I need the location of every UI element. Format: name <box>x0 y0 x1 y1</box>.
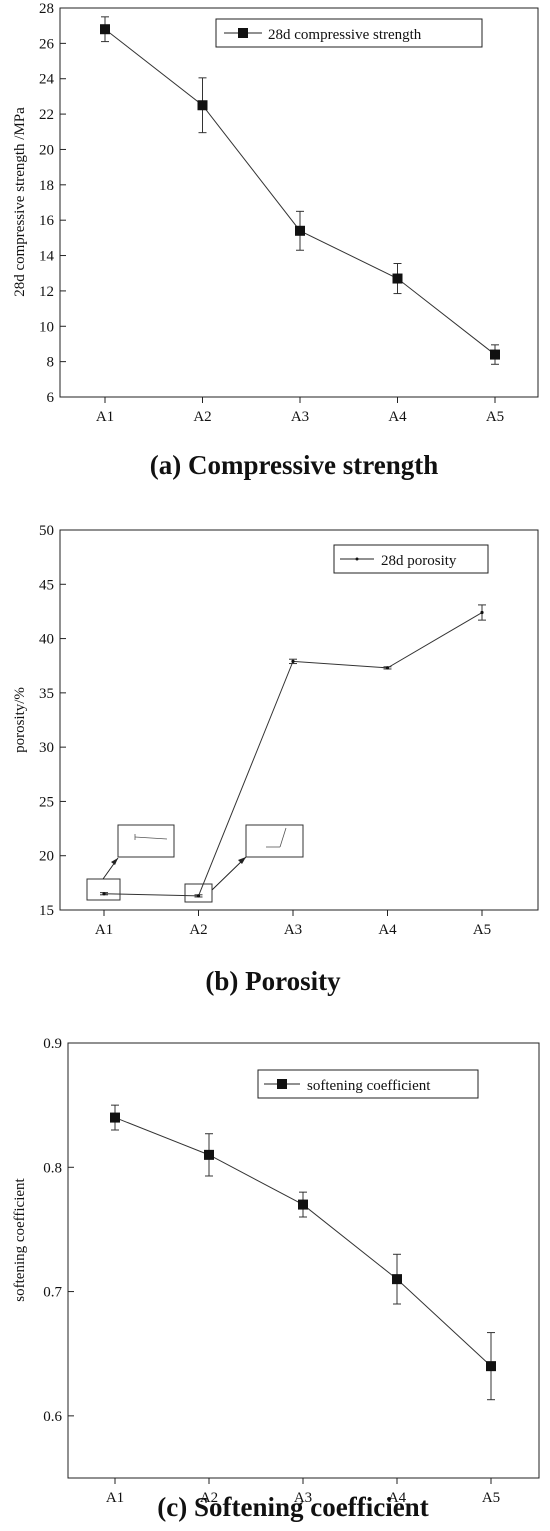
legend-label: softening coefficient <box>307 1078 431 1094</box>
zoom-inset-line <box>279 827 287 848</box>
data-point-marker <box>110 1112 120 1123</box>
zoom-arrow-head <box>238 857 246 864</box>
zoom-inset-box <box>245 824 304 858</box>
x-tick-label: A2 <box>200 1490 218 1506</box>
y-tick-label: 15 <box>39 903 54 919</box>
zoom-inset-box <box>117 824 175 858</box>
y-tick-label: 40 <box>39 632 54 648</box>
legend: 28d porosity <box>333 544 489 574</box>
legend: softening coefficient <box>257 1069 479 1099</box>
zoom-arrow-head <box>111 858 118 865</box>
plot-frame <box>67 1042 540 1479</box>
legend-label: 28d porosity <box>381 553 457 569</box>
y-tick-label: 18 <box>39 178 54 194</box>
x-tick-label: A4 <box>378 922 397 938</box>
y-axis-label: softening coefficient <box>12 1177 28 1301</box>
y-tick-label: 0.9 <box>43 1036 62 1052</box>
y-tick-label: 26 <box>39 36 55 52</box>
plot-frame <box>59 7 539 398</box>
x-tick-label: A2 <box>193 409 211 425</box>
y-tick-label: 25 <box>39 794 54 810</box>
panel-caption: (b) Porosity <box>205 966 341 996</box>
panel-caption: (a) Compressive strength <box>150 450 438 480</box>
data-point-marker <box>102 892 106 896</box>
x-tick-label: A1 <box>96 409 114 425</box>
y-tick-label: 0.7 <box>43 1285 62 1301</box>
x-tick-label: A4 <box>388 409 407 425</box>
data-point-marker <box>204 1149 214 1160</box>
y-tick-label: 10 <box>39 319 54 335</box>
data-point-marker <box>295 225 305 236</box>
y-tick-label: 20 <box>39 142 54 158</box>
data-point-marker <box>490 349 500 360</box>
x-tick-label: A1 <box>95 922 113 938</box>
data-point-marker <box>385 666 390 670</box>
data-point-marker <box>392 273 403 284</box>
y-tick-label: 14 <box>39 249 55 265</box>
y-tick-label: 35 <box>39 686 54 702</box>
data-point-marker <box>100 24 110 35</box>
y-tick-label: 28 <box>39 1 54 17</box>
zoom-inset-a1 <box>86 824 175 901</box>
x-tick-label: A2 <box>189 922 207 938</box>
compressive-strength-panel: 28d compressive strength /MPa 28d compre… <box>12 1 539 480</box>
legend-box <box>257 1069 479 1099</box>
y-tick-label: 24 <box>39 72 55 88</box>
y-tick-label: 22 <box>39 107 54 123</box>
zoom-inset-a2 <box>184 824 304 903</box>
legend-marker <box>238 28 248 38</box>
data-point-marker <box>196 894 201 898</box>
data-point-marker <box>486 1361 496 1372</box>
y-tick-label: 50 <box>39 523 54 539</box>
x-tick-label: A3 <box>294 1490 312 1506</box>
y-tick-label: 16 <box>39 213 55 229</box>
zoom-region-box <box>184 883 213 903</box>
y-tick-label: 6 <box>47 390 55 406</box>
y-axis-label: porosity/% <box>12 687 28 753</box>
x-tick-label: A4 <box>388 1490 407 1506</box>
y-tick-label: 8 <box>47 355 55 371</box>
y-tick-label: 45 <box>39 577 54 593</box>
softening-coefficient-panel: softening coefficient softening coeffici… <box>12 1036 540 1522</box>
porosity-panel: porosity/% 28d porosity 15 20 25 30 35 40 45 50… <box>12 523 539 996</box>
x-tick-label: A5 <box>486 409 504 425</box>
legend-label: 28d compressive strength <box>268 27 422 43</box>
data-point-marker <box>291 659 295 663</box>
zoom-region-box <box>86 878 121 901</box>
y-tick-label: 0.6 <box>43 1409 62 1425</box>
y-tick-label: 0.8 <box>43 1160 62 1176</box>
series-line <box>114 1117 492 1367</box>
zoom-arrow <box>211 856 247 891</box>
y-tick-label: 12 <box>39 284 54 300</box>
y-tick-label: 30 <box>39 740 54 756</box>
legend: 28d compressive strength <box>215 18 483 48</box>
series-line <box>104 28 496 355</box>
legend-marker <box>277 1079 287 1089</box>
y-axis-label: 28d compressive strength /MPa <box>12 107 28 297</box>
x-tick-label: A3 <box>284 922 302 938</box>
x-tick-label: A3 <box>291 409 309 425</box>
x-tick-label: A1 <box>106 1490 124 1506</box>
x-tick-label: A5 <box>482 1490 500 1506</box>
data-point-marker <box>298 1199 308 1210</box>
x-tick-label: A5 <box>473 922 491 938</box>
panel-caption: (c) Softening coefficient <box>157 1492 428 1522</box>
plot-frame <box>59 529 539 911</box>
legend-marker <box>355 557 359 561</box>
zoom-inset-line <box>134 836 168 840</box>
data-point-marker <box>480 610 484 615</box>
y-tick-label: 20 <box>39 849 54 865</box>
data-point-marker <box>392 1274 402 1285</box>
data-point-marker <box>197 100 208 111</box>
